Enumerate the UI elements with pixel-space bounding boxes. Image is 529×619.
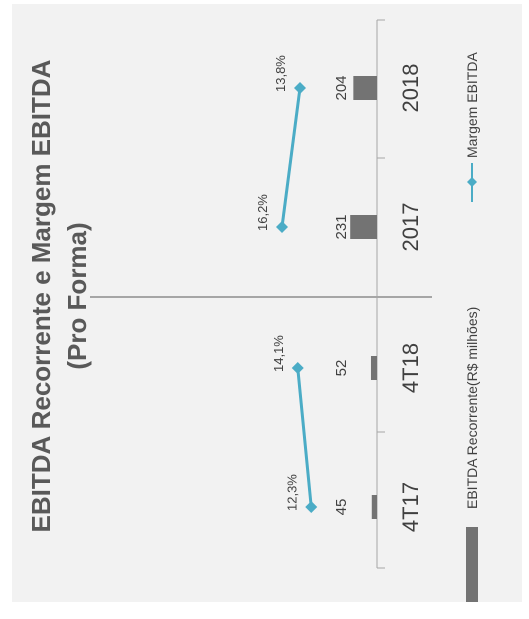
- chart-subtitle: (Pro Forma): [62, 222, 92, 369]
- line-layer: [276, 82, 318, 513]
- margin-marker: [305, 501, 318, 513]
- bar-value-label: 52: [333, 360, 350, 377]
- bar-2018: [353, 76, 377, 100]
- legend-bar-swatch: [466, 527, 478, 602]
- margin-label: 12,3%: [284, 474, 299, 511]
- margin-line-segment: [296, 367, 313, 508]
- bar-value-label: 231: [333, 214, 350, 239]
- category-label: 2018: [398, 64, 423, 113]
- label-layer: 45 4T17 52 4T18 231 2017 204 2018 12,3% 14,1% 16,2…: [255, 55, 423, 532]
- bar-value-label: 204: [333, 75, 350, 100]
- bar-layer: [350, 76, 377, 519]
- margin-marker: [291, 362, 304, 374]
- axis-layer: [90, 19, 432, 569]
- margin-marker: [276, 221, 288, 233]
- margin-label: 13,8%: [273, 55, 288, 92]
- legend: EBITDA Recorrente(R$ milhões) Margem EBI…: [464, 52, 480, 602]
- chart-panel: [12, 4, 522, 602]
- chart-title: EBITDA Recorrente e Margem EBITDA: [26, 59, 56, 532]
- bar-2017: [350, 215, 377, 239]
- bar-4t18: [370, 356, 377, 380]
- bar-value-label: 45: [333, 499, 350, 516]
- legend-line-marker: [467, 177, 477, 187]
- margin-line-segment: [280, 87, 302, 228]
- category-label: 4T18: [398, 343, 423, 393]
- margin-label: 14,1%: [271, 335, 286, 372]
- legend-bar-label: EBITDA Recorrente(R$ milhões): [464, 307, 480, 509]
- category-label: 4T17: [398, 482, 423, 532]
- legend-line-label: Margem EBITDA: [464, 52, 480, 158]
- margin-label: 16,2%: [255, 194, 270, 231]
- category-label: 2017: [398, 203, 423, 252]
- bar-4t17: [371, 495, 377, 519]
- margin-marker: [294, 82, 306, 94]
